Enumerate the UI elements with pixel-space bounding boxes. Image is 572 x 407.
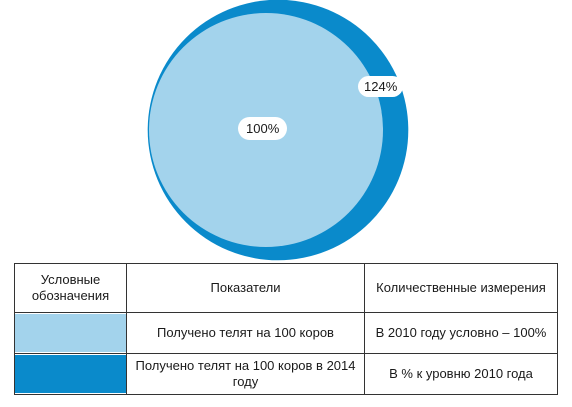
legend-table: Условные обозначения Показатели Количест…: [14, 263, 558, 395]
indicator-cell: Получено телят на 100 коров: [126, 312, 365, 354]
table-row: Получено телят на 100 коров в 2014 году …: [14, 353, 558, 395]
data-label-2014: 124%: [358, 76, 404, 97]
swatch-dark-blue: [15, 355, 126, 393]
legend-header-row: Условные обозначения Показатели Количест…: [14, 263, 558, 313]
swatch-light-blue: [15, 314, 126, 352]
swatch-cell: [14, 312, 127, 354]
table-row: Получено телят на 100 коров В 2010 году …: [14, 312, 558, 354]
measure-cell: В 2010 году условно – 100%: [364, 312, 558, 354]
measure-cell: В % к уровню 2010 года: [364, 353, 558, 395]
header-measure: Количественные измерения: [364, 263, 558, 313]
chart-area: 100% 124%: [147, 0, 409, 261]
swatch-cell: [14, 353, 127, 395]
indicator-cell: Получено телят на 100 коров в 2014 году: [126, 353, 365, 395]
header-legend: Условные обозначения: [14, 263, 127, 313]
header-indicator: Показатели: [126, 263, 365, 313]
data-label-2010: 100%: [238, 117, 288, 140]
